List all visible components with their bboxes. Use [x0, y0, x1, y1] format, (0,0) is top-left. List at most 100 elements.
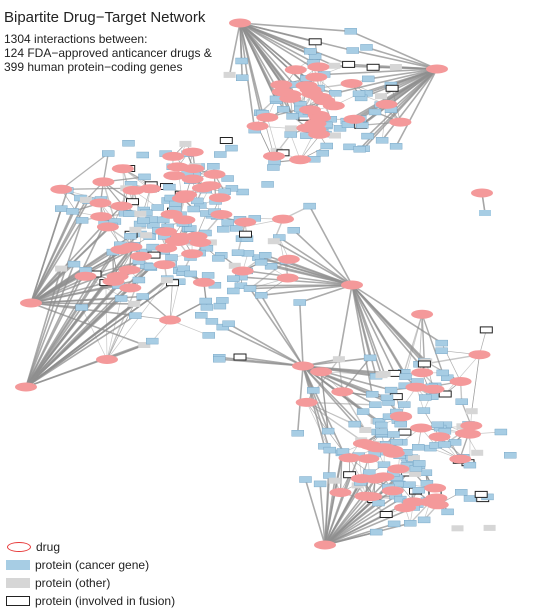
protein-other-node	[378, 371, 391, 377]
protein-cancer-gene-node	[321, 427, 335, 435]
interaction-edge	[341, 391, 366, 431]
protein-cancer-gene-node	[75, 217, 89, 224]
interaction-edge	[105, 282, 108, 360]
drug-node	[155, 227, 178, 237]
drug-node	[350, 474, 373, 484]
interaction-edge	[177, 166, 182, 195]
protein-cancer-gene-node	[129, 312, 142, 319]
drug-node	[96, 355, 118, 364]
interaction-edge	[351, 284, 396, 374]
protein-cancer-gene-node	[222, 320, 235, 327]
protein-cancer-gene-node	[221, 219, 234, 226]
protein-cancer-gene-node	[380, 394, 394, 401]
protein-fusion-node	[239, 230, 252, 238]
protein-cancer-gene-node	[389, 143, 403, 150]
protein-cancer-gene-node	[236, 188, 249, 196]
drug-node	[92, 177, 115, 187]
protein-other-node	[359, 427, 372, 433]
protein-cancer-gene-node	[299, 476, 312, 483]
interaction-edge	[266, 117, 277, 151]
interaction-edge	[239, 22, 353, 52]
legend-item-cancer-gene: protein (cancer gene)	[6, 556, 175, 574]
protein-cancer-gene-node	[199, 297, 213, 305]
drug-node	[422, 384, 445, 394]
protein-other-node	[179, 140, 192, 147]
protein-cancer-gene-node	[254, 292, 268, 299]
protein-other-node	[329, 132, 341, 139]
interaction-edge	[239, 22, 351, 33]
drug-node	[15, 382, 37, 392]
interaction-edge	[260, 294, 304, 367]
drug-node	[372, 472, 395, 482]
drug-node	[411, 309, 434, 319]
protein-cancer-gene-node	[145, 337, 159, 345]
protein-cancer-gene-node	[375, 421, 388, 429]
drug-node	[402, 497, 425, 507]
legend-label-fusion-protein: protein (involved in fusion)	[35, 594, 176, 608]
protein-cancer-gene-node	[384, 386, 398, 394]
interaction-edge	[324, 473, 394, 546]
protein-cancer-gene-node	[413, 460, 426, 467]
interaction-edge	[444, 354, 480, 395]
interaction-edge	[25, 314, 136, 388]
protein-other-node	[483, 524, 496, 531]
protein-cancer-gene-node	[259, 252, 272, 259]
interaction-edge	[106, 279, 140, 360]
drug-node	[153, 260, 176, 270]
legend: drug protein (cancer gene) protein (othe…	[6, 538, 175, 610]
interaction-edge	[60, 152, 109, 190]
protein-cancer-gene-node	[431, 421, 444, 428]
interaction-edge	[247, 252, 353, 286]
interaction-edge	[228, 22, 241, 76]
drug-node	[106, 271, 129, 281]
drug-node	[331, 387, 354, 397]
interaction-edge	[240, 284, 353, 287]
drug-node	[410, 423, 433, 433]
drug-node	[199, 181, 222, 191]
interaction-edge	[350, 30, 438, 70]
interaction-edge	[25, 244, 135, 388]
interaction-edge	[106, 298, 122, 360]
protein-cancer-gene-node	[132, 276, 146, 284]
protein-cancer-gene-node	[114, 295, 128, 302]
drug-node	[203, 169, 226, 179]
protein-cancer-gene-node	[137, 217, 150, 225]
subtitle-line-drugs: 124 FDA−approved anticancer drugs &	[4, 46, 212, 60]
interaction-edge	[335, 68, 438, 94]
drug-node	[313, 96, 336, 106]
protein-cancer-gene-node	[303, 202, 316, 210]
protein-cancer-gene-node	[202, 332, 216, 339]
drug-node	[459, 429, 481, 439]
interaction-edge	[320, 371, 329, 432]
interaction-edge	[273, 240, 353, 286]
protein-cancer-gene-node	[361, 132, 374, 140]
protein-cancer-gene-node	[412, 444, 425, 451]
interaction-edge	[249, 288, 304, 367]
interaction-edge	[293, 229, 353, 286]
interaction-edge	[319, 483, 326, 546]
drug-node	[340, 79, 363, 88]
protein-other-node	[128, 300, 141, 307]
drug-node	[159, 315, 182, 325]
interaction-edge	[324, 451, 344, 546]
protein-cancer-gene-node	[201, 272, 215, 279]
legend-label-cancer-gene: protein (cancer gene)	[35, 558, 150, 572]
drug-node	[284, 65, 307, 75]
drug-node	[354, 491, 377, 501]
interaction-edge	[360, 68, 438, 126]
interaction-edge	[228, 323, 304, 367]
protein-other-node	[284, 125, 297, 132]
interaction-edge	[421, 314, 426, 365]
protein-other-node	[332, 356, 345, 363]
interaction-edge	[324, 450, 331, 546]
network-subtitle: 1304 interactions between: 124 FDA−appro…	[4, 32, 212, 74]
drug-node	[210, 210, 233, 219]
protein-cancer-gene-node	[417, 516, 431, 524]
drug-node	[185, 231, 208, 241]
interaction-edge	[352, 49, 438, 70]
drug-node	[192, 277, 215, 287]
drug-node	[471, 188, 493, 198]
drug-node	[468, 350, 491, 360]
protein-cancer-gene-node	[165, 254, 178, 261]
protein-cancer-gene-node	[67, 260, 81, 268]
